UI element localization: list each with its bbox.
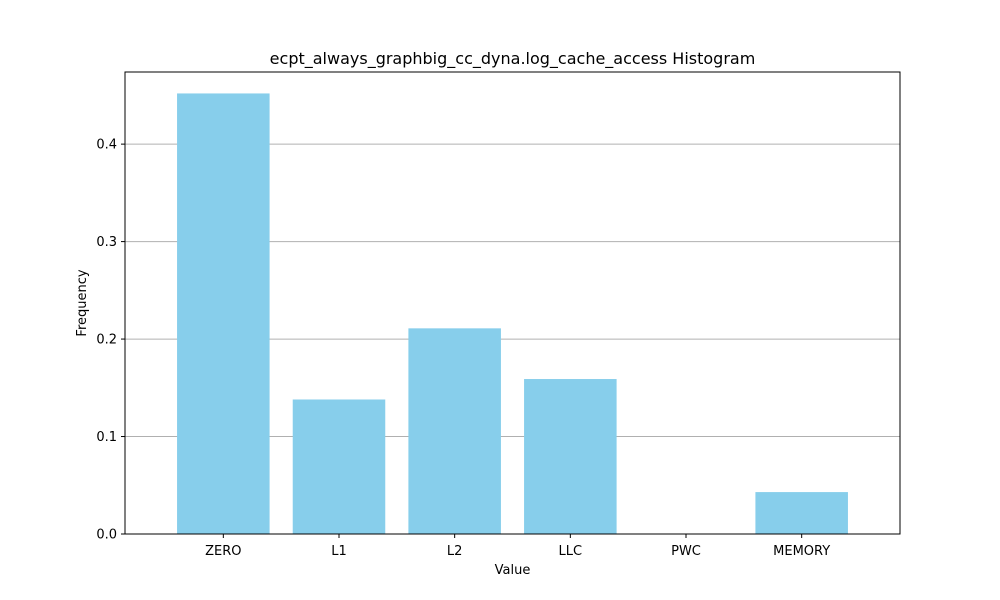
x-tick-label: L2	[447, 544, 463, 559]
y-axis-label: Frequency	[75, 269, 90, 336]
x-tick-label: ZERO	[205, 544, 241, 559]
bar-zero	[177, 93, 270, 534]
bar-l2	[408, 328, 501, 534]
x-tick-label: LLC	[559, 544, 583, 559]
x-axis-label: Value	[495, 563, 531, 578]
plot-frame	[124, 71, 901, 535]
y-tick-label: 0.0	[96, 528, 117, 543]
bar-l1	[292, 399, 386, 534]
bar-memory	[755, 492, 848, 534]
chart-title: ecpt_always_graphbig_cc_dyna.log_cache_a…	[270, 49, 756, 69]
x-tick-label: L1	[331, 544, 347, 559]
x-axis: ZERO L1 L2 LLC PWC MEMORY	[205, 534, 830, 559]
y-tick-label: 0.1	[96, 430, 117, 445]
y-tick-label: 0.2	[96, 333, 117, 348]
x-tick-label: PWC	[671, 544, 701, 559]
x-tick-label: MEMORY	[773, 544, 830, 559]
y-tick-label: 0.4	[96, 138, 117, 153]
bar-llc	[524, 379, 617, 534]
y-tick-label: 0.3	[96, 235, 117, 250]
bars	[177, 93, 848, 534]
y-axis: 0.0 0.1 0.2 0.3 0.4	[96, 138, 125, 543]
